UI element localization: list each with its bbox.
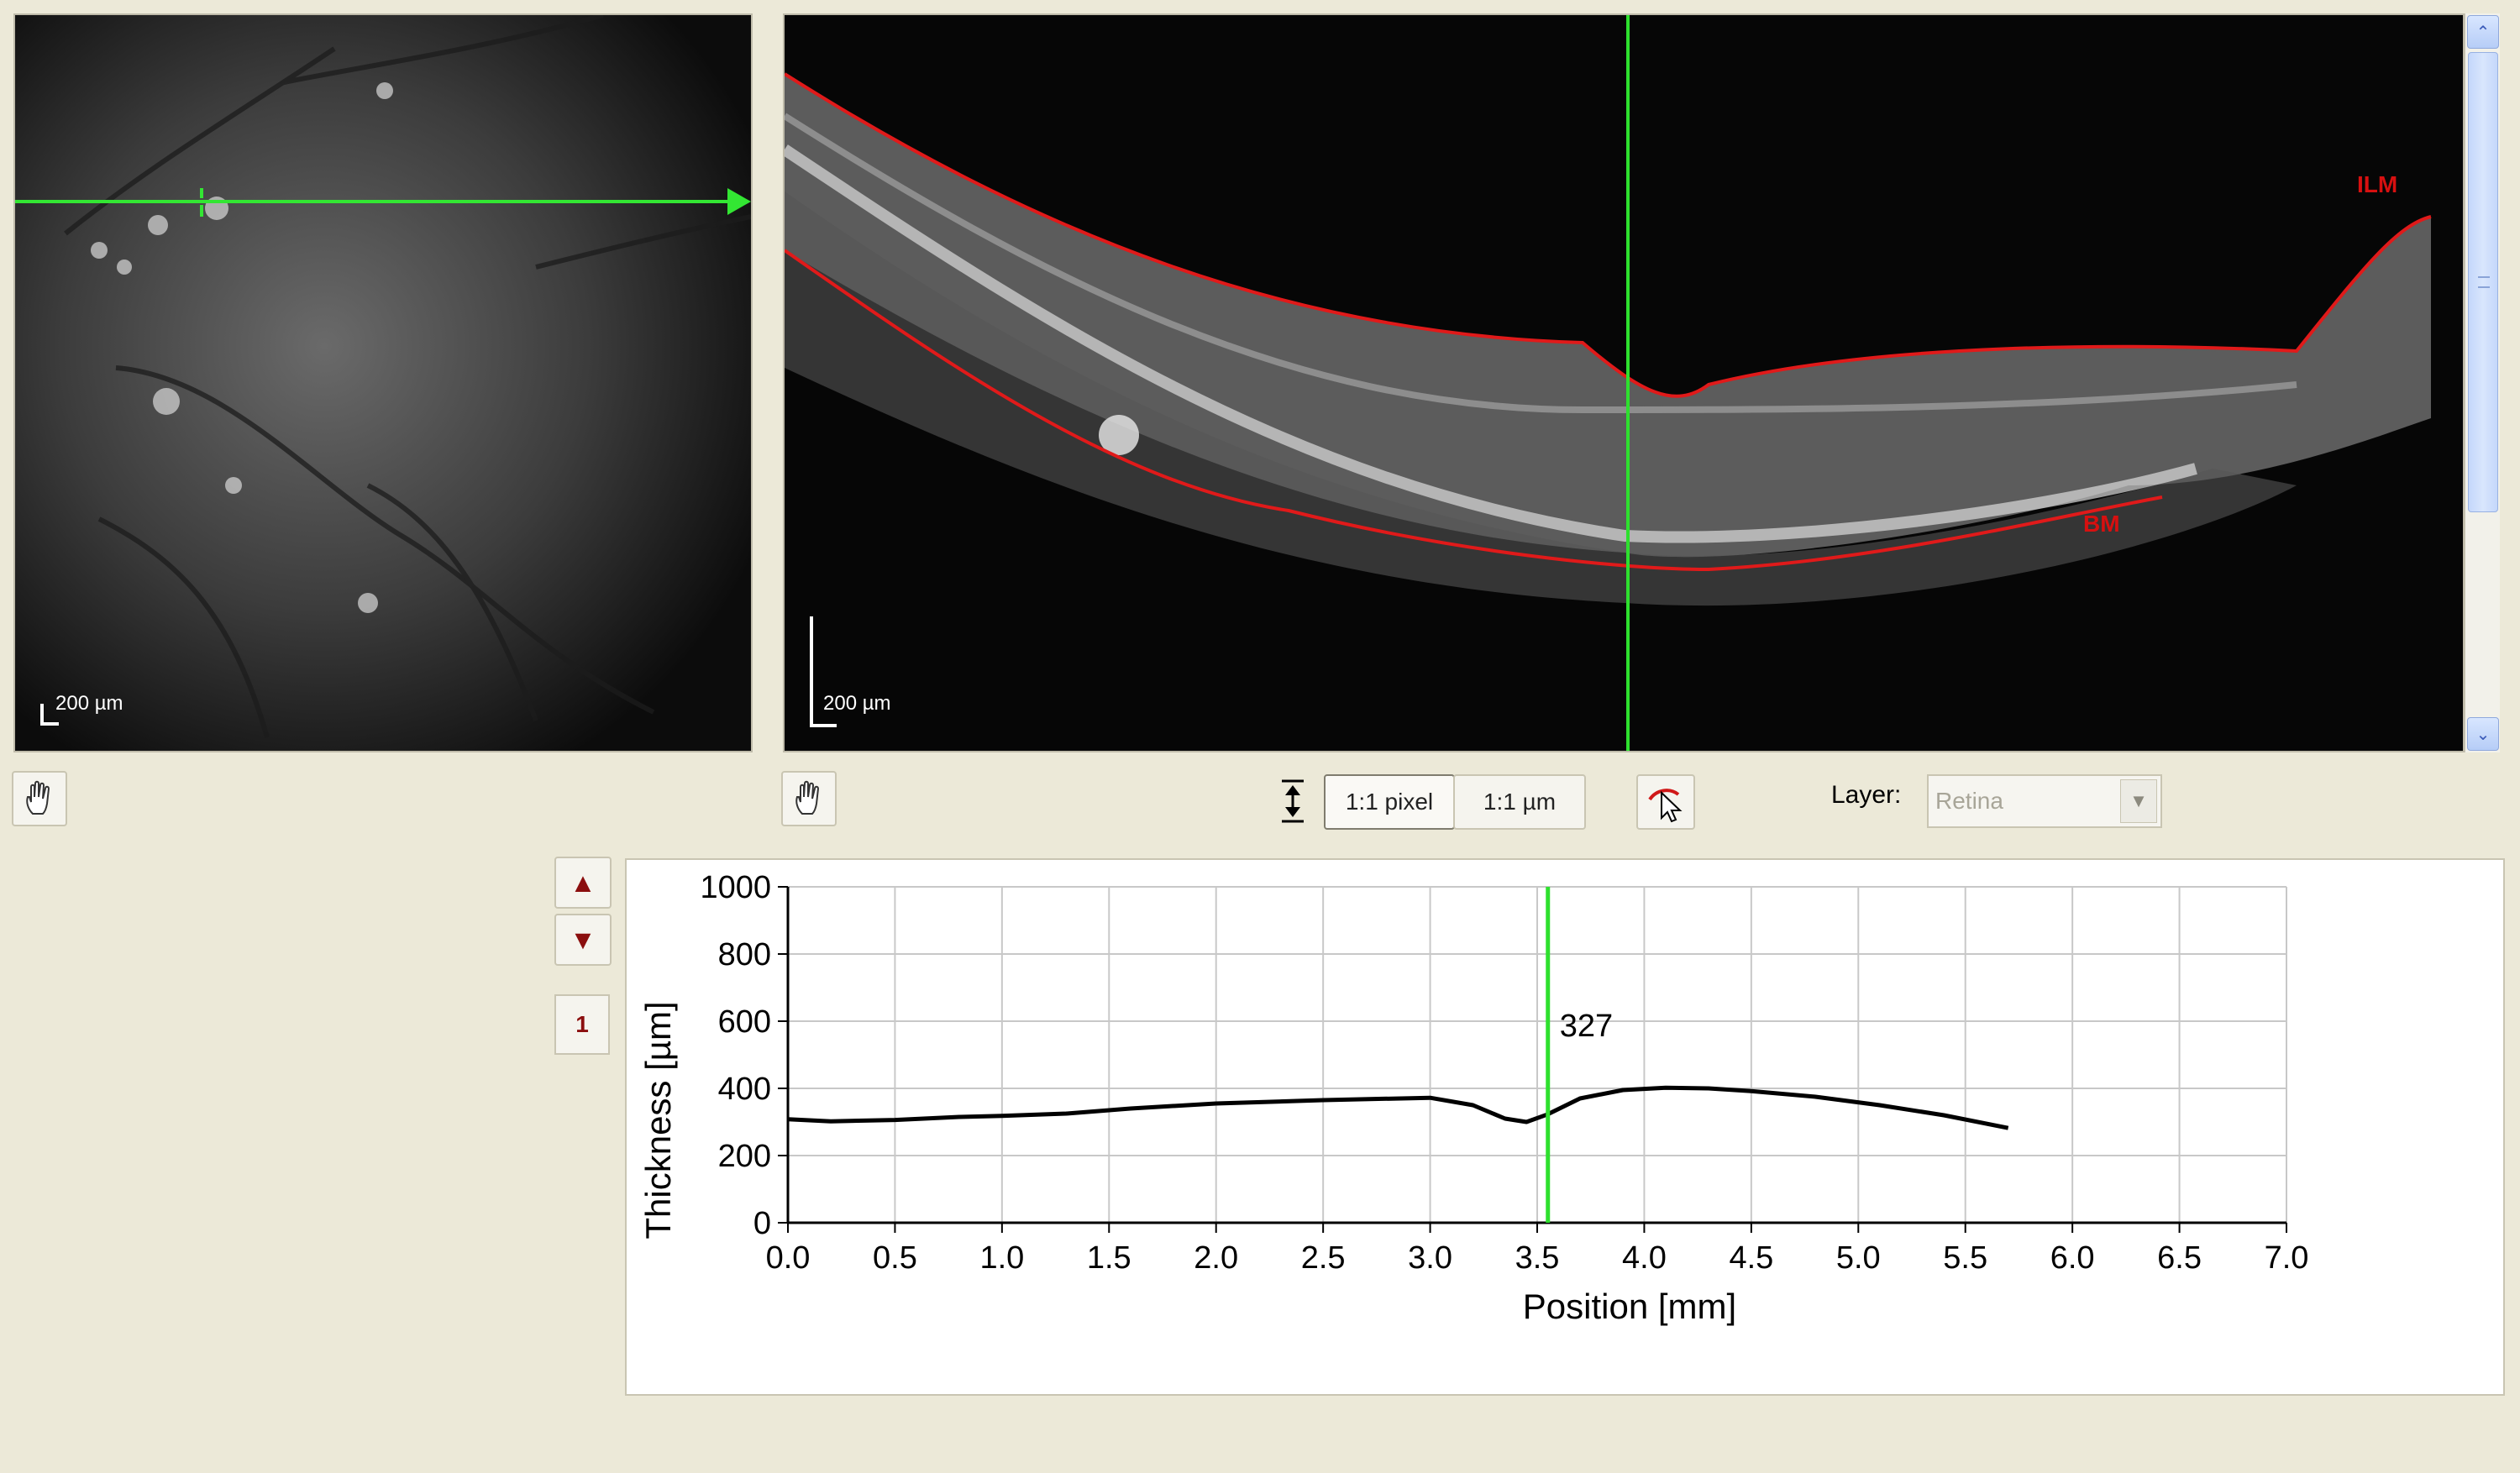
x-tick-label: 3.0: [1408, 1240, 1452, 1276]
x-tick-label: 4.5: [1729, 1240, 1773, 1276]
oct-pan-button[interactable]: [781, 771, 837, 826]
y-tick-label: 800: [718, 937, 771, 972]
scroll-down-button[interactable]: ⌄: [2467, 717, 2499, 751]
arrow-up-icon: ▲: [570, 867, 596, 898]
x-tick-label: 7.0: [2265, 1240, 2309, 1276]
bm-layer-label: BM: [2083, 511, 2120, 537]
segmentation-edit-button[interactable]: [1636, 774, 1695, 830]
x-tick-label: 6.0: [2050, 1240, 2095, 1276]
zoom-1to1-pixel-button[interactable]: 1:1 pixel: [1324, 774, 1455, 830]
layer-dropdown[interactable]: Retina ▼: [1927, 774, 2162, 828]
scroll-thumb[interactable]: [2468, 52, 2498, 512]
x-tick-label: 5.5: [1943, 1240, 1987, 1276]
fit-height-glyph: [1282, 779, 1304, 823]
x-tick-label: 4.0: [1622, 1240, 1667, 1276]
y-tick-label: 1000: [700, 870, 771, 905]
scroll-up-button[interactable]: ⌃: [2467, 15, 2499, 49]
x-tick-label: 3.5: [1515, 1240, 1560, 1276]
x-tick-label: 5.0: [1836, 1240, 1881, 1276]
fundus-pan-button[interactable]: [12, 771, 67, 826]
chevron-down-icon: ⌄: [2475, 725, 2491, 744]
y-tick-label: 600: [718, 1004, 771, 1040]
thickness-chart-svg: 0.0 0.5 1.0 1.5 2.0 2.5 3.0 3.5 4.0 4.5 5.0 5.5 6.0 6…: [638, 870, 2309, 1326]
x-tick-label: 6.5: [2157, 1240, 2202, 1276]
hand-icon: [795, 780, 820, 815]
x-tick-label: 2.0: [1194, 1240, 1238, 1276]
x-tick-label: 1.5: [1087, 1240, 1131, 1276]
y-axis-label: Thickness [µm]: [638, 1001, 678, 1239]
zoom-1to1-micron-button[interactable]: 1:1 µm: [1453, 774, 1586, 830]
layer-index-box: 1: [554, 994, 610, 1055]
x-tick-label: 1.0: [979, 1240, 1024, 1276]
hand-icon: [26, 780, 50, 815]
chevron-down-icon[interactable]: ▼: [2120, 779, 2157, 823]
y-tick-label: 400: [718, 1072, 771, 1107]
pointer-icon: [1648, 789, 1683, 823]
ilm-layer-label: ILM: [2357, 171, 2398, 197]
next-layer-down-button[interactable]: ▼: [554, 914, 612, 966]
oct-scalebar-label: 200 µm: [823, 692, 891, 715]
arrow-down-icon: ▼: [570, 924, 596, 955]
fundus-graphic: [15, 15, 751, 751]
x-tick-label: 0.0: [766, 1240, 811, 1276]
layer-label: Layer:: [1831, 781, 1902, 809]
x-tick-label: 2.5: [1301, 1240, 1346, 1276]
fit-height-icon[interactable]: [1270, 776, 1315, 826]
cursor-value-label: 327: [1560, 1009, 1613, 1044]
oct-vertical-scrollbar[interactable]: ⌃ ⌄: [2465, 13, 2500, 752]
next-layer-up-button[interactable]: ▲: [554, 857, 612, 909]
y-tick-label: 0: [753, 1206, 771, 1241]
x-axis-label: Position [mm]: [1523, 1287, 1736, 1326]
fundus-scalebar-label: 200 µm: [55, 692, 123, 715]
thickness-chart: 0.0 0.5 1.0 1.5 2.0 2.5 3.0 3.5 4.0 4.5 5.0 5.5 6.0 6…: [625, 858, 2505, 1396]
chevron-up-icon: ⌃: [2475, 23, 2491, 42]
oct-graphic: [785, 15, 2463, 751]
thumb-grip-icon: [2478, 276, 2490, 288]
x-tick-label: 0.5: [873, 1240, 917, 1276]
y-tick-label: 200: [718, 1139, 771, 1174]
layer-dropdown-value: Retina: [1935, 788, 2003, 814]
thickness-line: [787, 1085, 2009, 1130]
fundus-image[interactable]: 200 µm: [13, 13, 753, 752]
oct-bscan-image[interactable]: 200 µm ILM BM: [783, 13, 2465, 752]
